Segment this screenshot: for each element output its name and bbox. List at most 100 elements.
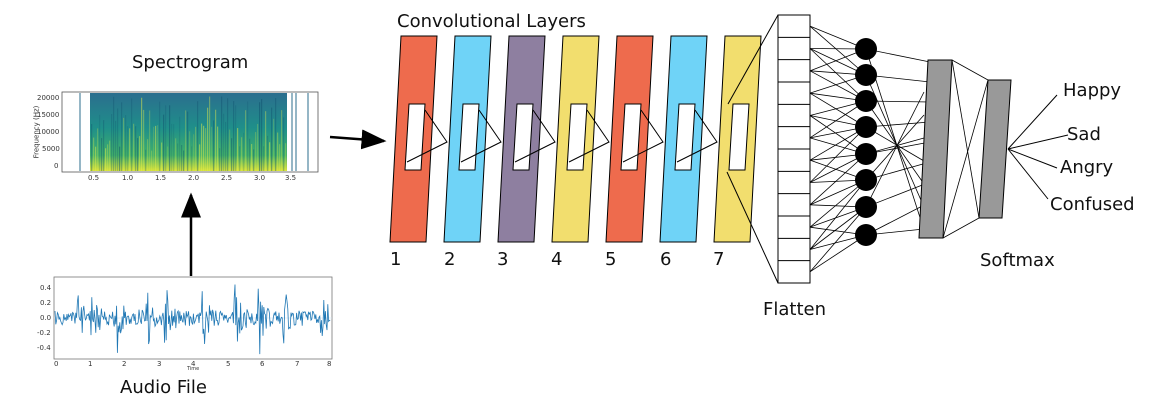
kernel-projection — [514, 109, 556, 163]
layer-number-3: 3 — [497, 249, 509, 270]
conv-to-flatten-line — [727, 14, 779, 105]
audio-x-tick: 6 — [260, 360, 265, 368]
flatten-to-node-line — [809, 126, 867, 183]
kernel-window — [512, 103, 534, 171]
node-to-dense-line — [865, 114, 925, 181]
dense-layer-1 — [918, 59, 953, 239]
kernel-window — [728, 103, 750, 171]
dense-to-dense-line — [951, 59, 989, 81]
audio-y-tick: -0.2 — [37, 329, 51, 337]
audio-x-tick: 7 — [295, 360, 300, 368]
kernel-window — [458, 103, 480, 171]
dense-to-dense-line — [951, 59, 980, 219]
node-to-dense-line — [865, 126, 925, 162]
conv-layer-3 — [497, 35, 556, 243]
kernel-projection — [460, 109, 502, 163]
dense-to-dense-line — [942, 79, 989, 239]
conv-layers — [389, 35, 762, 243]
spectrogram-panel — [61, 91, 319, 173]
conv-layer-7 — [713, 35, 762, 243]
output-connections — [1007, 94, 1069, 200]
flatten-to-node-line — [809, 206, 867, 273]
conv-to-flatten-line — [726, 171, 779, 284]
flatten-to-node-line — [809, 25, 867, 76]
audio-x-tick: 0 — [54, 360, 59, 368]
spec-x-tick: 1.5 — [155, 174, 167, 182]
layer-number-6: 6 — [660, 249, 672, 270]
layer-number-2: 2 — [444, 249, 456, 270]
spec-y-tick: 15000 — [37, 111, 60, 119]
kernel-window — [620, 103, 642, 171]
node-to-dense-line — [865, 91, 925, 208]
softmax-label: Softmax — [980, 250, 1055, 271]
spectrogram-texture — [91, 96, 287, 171]
kernel-window — [404, 103, 426, 171]
flatten-to-node-line — [809, 234, 867, 273]
spec-x-tick: 1.0 — [122, 174, 134, 182]
neuron-node — [855, 90, 877, 112]
layer-number-5: 5 — [605, 249, 617, 270]
layer-number-7: 7 — [713, 249, 725, 270]
flatten-cells — [778, 36, 810, 262]
neuron-node — [855, 38, 877, 60]
kernel-projection — [406, 109, 448, 163]
spec-x-tick: 2.0 — [188, 174, 200, 182]
neuron-node — [855, 196, 877, 218]
flatten-to-node-line — [809, 179, 867, 250]
output-sad: Sad — [1067, 124, 1101, 145]
audio-x-tick: 4 — [191, 360, 196, 368]
kernel-window — [566, 103, 588, 171]
spec-y-tick: 5000 — [42, 145, 60, 153]
spec-x-tick: 0.5 — [88, 174, 100, 182]
audio-waveform — [54, 284, 331, 355]
neuron-node — [855, 224, 877, 246]
neuron-node — [855, 169, 877, 191]
conv-layer-2 — [443, 35, 502, 243]
audio-x-tick: 5 — [226, 360, 231, 368]
spec-y-tick: 20000 — [37, 94, 60, 102]
kernel-projection — [622, 109, 664, 163]
spectrogram-to-conv-arrow — [329, 129, 387, 150]
flatten-to-node-line — [809, 115, 867, 155]
output-confused: Confused — [1050, 194, 1135, 215]
flatten-to-node-line — [809, 153, 867, 206]
flatten-to-node-line — [809, 179, 867, 228]
spectrogram-image — [90, 93, 287, 171]
kernel-projection — [568, 109, 610, 163]
node-to-dense-line — [865, 201, 931, 236]
audio-y-tick: 0.0 — [40, 314, 52, 322]
spectrogram-title: Spectrogram — [132, 52, 249, 73]
conv-layer-6 — [659, 35, 718, 243]
dense-to-dense-line — [942, 217, 980, 239]
output-angry: Angry — [1060, 157, 1114, 178]
layer-number-1: 1 — [390, 249, 402, 270]
flatten-to-node-line — [809, 206, 867, 250]
neuron-node — [855, 64, 877, 86]
spec-y-tick: 10000 — [37, 128, 60, 136]
neuron-node — [855, 116, 877, 138]
spec-x-tick: 3.0 — [254, 174, 266, 182]
node-to-dense-line — [865, 181, 931, 208]
audio-y-tick: -0.4 — [37, 344, 51, 352]
kernel-projection — [676, 109, 718, 163]
node-to-dense-line — [865, 100, 925, 185]
flatten-to-node-line — [809, 48, 867, 102]
kernel-window — [674, 103, 696, 171]
audio-x-tick: 3 — [157, 360, 162, 368]
audio-file-title: Audio File — [120, 377, 208, 398]
conv-layer-1 — [389, 35, 448, 243]
layer-number-4: 4 — [551, 249, 563, 270]
fc-nodes — [855, 38, 877, 246]
conv-layer-4 — [551, 35, 610, 243]
flatten-layer — [777, 14, 811, 284]
audio-x-axis-label: Time — [187, 366, 200, 372]
spec-y-tick: 0 — [54, 162, 59, 170]
dense-layer-2 — [978, 79, 1012, 219]
flatten-to-node-line — [809, 100, 867, 139]
audio-x-tick: 8 — [327, 360, 332, 368]
conv-layer-5 — [605, 35, 664, 243]
conv-layers-title: Convolutional Layers — [397, 11, 586, 32]
audio-panel — [53, 276, 333, 360]
flatten-label: Flatten — [763, 299, 826, 320]
